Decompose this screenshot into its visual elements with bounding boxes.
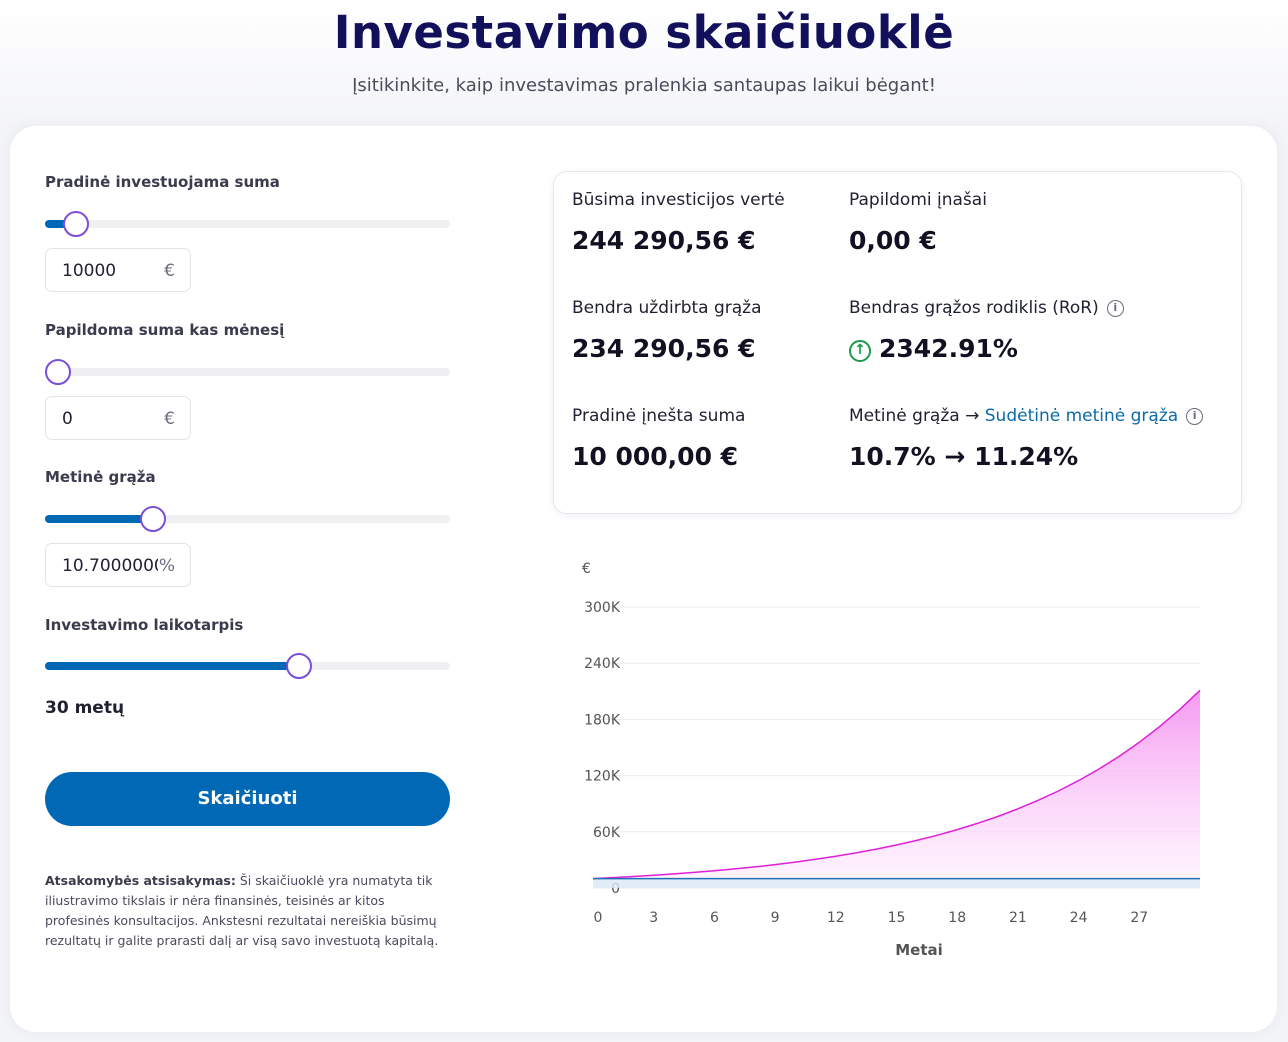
euro-unit: € [164, 409, 175, 429]
ror-value: 2342.91% [879, 334, 1018, 363]
monthly-amount-label: Papildoma suma kas mėnesį [45, 321, 285, 339]
period-slider[interactable] [45, 653, 450, 679]
annual-return-label: Metinė grąža [45, 468, 156, 486]
input-value: 10.700000000 [62, 556, 158, 576]
x-tick-label: 6 [710, 910, 719, 926]
page-subtitle: Įsitikinkite, kaip investavimas pralenki… [352, 75, 936, 96]
annual-return-input[interactable]: 10.700000000 % [45, 543, 191, 587]
future-value-label: Būsima investicijos vertė [572, 190, 785, 210]
disclaimer: Atsakomybės atsisakymas: Ši skaičiuoklė … [45, 871, 445, 951]
slider-fill [45, 515, 153, 523]
initial-deposit-value: 10 000,00 € [572, 442, 739, 471]
calculate-button[interactable]: Skaičiuoti [45, 772, 450, 826]
total-earned-value: 234 290,56 € [572, 334, 756, 363]
annual-label-row: Metinė grąža → Sudėtinė metinė grąža i [849, 406, 1204, 426]
x-tick-label: 12 [827, 910, 845, 926]
info-icon[interactable]: i [1106, 300, 1124, 317]
input-value: 10000 [62, 261, 117, 281]
y-tick-label: 240K [584, 656, 621, 672]
ror-label-row: Bendras grąžos rodiklis (RoR) i [849, 298, 1124, 318]
arrow-up-circle-icon: ↑ [849, 340, 871, 362]
results-panel: Būsima investicijos vertė 244 290,56 € P… [553, 171, 1242, 514]
x-tick-label: 0 [594, 910, 603, 926]
y-axis-unit: € [582, 561, 591, 577]
initial-amount-slider[interactable] [45, 211, 450, 237]
period-value: 30 metų [45, 698, 125, 718]
x-tick-label: 9 [771, 910, 780, 926]
slider-fill [45, 662, 299, 670]
total-earned-label: Bendra uždirbta grąža [572, 298, 762, 318]
initial-amount-input[interactable]: 10000 € [45, 248, 191, 292]
ror-value-row: ↑ 2342.91% [849, 334, 1018, 363]
annual-return-slider[interactable] [45, 506, 450, 532]
ror-label: Bendras grąžos rodiklis (RoR) [849, 298, 1099, 318]
y-tick-label: 180K [584, 712, 621, 728]
y-tick-label: 120K [584, 769, 621, 785]
x-tick-label: 21 [1009, 910, 1027, 926]
annual-label: Metinė grąža → [849, 406, 980, 426]
x-tick-label: 15 [888, 910, 906, 926]
slider-thumb[interactable] [286, 653, 312, 679]
x-axis-title: Metai [895, 941, 943, 959]
percent-unit: % [158, 556, 175, 576]
input-value: 0 [62, 409, 73, 429]
x-tick-label: 18 [948, 910, 966, 926]
compound-return-link[interactable]: Sudėtinė metinė grąža [984, 406, 1179, 426]
y-tick-label: 300K [584, 600, 621, 616]
future-value: 244 290,56 € [572, 226, 756, 255]
monthly-amount-slider[interactable] [45, 359, 450, 385]
growth-area [593, 690, 1200, 879]
growth-line [592, 689, 1201, 880]
y-tick-label: 0 [611, 881, 620, 897]
page-title: Investavimo skaičiuoklė [333, 6, 955, 59]
period-label: Investavimo laikotarpis [45, 616, 244, 634]
baseline-area [593, 878, 1200, 888]
slider-thumb[interactable] [63, 211, 89, 237]
x-tick-label: 27 [1130, 910, 1148, 926]
contributions-label: Papildomi įnašai [849, 190, 987, 210]
x-tick-label: 24 [1070, 910, 1088, 926]
x-tick-label: 3 [649, 910, 658, 926]
contributions-value: 0,00 € [849, 226, 937, 255]
y-tick-label: 60K [593, 825, 621, 841]
disclaimer-text: Ši skaičiuoklė yra numatyta tik iliustra… [45, 873, 439, 948]
slider-thumb[interactable] [140, 506, 166, 532]
info-icon[interactable]: i [1186, 408, 1204, 425]
disclaimer-title: Atsakomybės atsisakymas: [45, 873, 236, 888]
monthly-amount-input[interactable]: 0 € [45, 396, 191, 440]
initial-deposit-label: Pradinė įnešta suma [572, 406, 746, 426]
growth-chart: € Metai 0 60K 120K 180K 240K 300K 0 3 6 9 12 15 18 21… [560, 550, 1220, 970]
initial-amount-label: Pradinė investuojama suma [45, 173, 280, 191]
slider-thumb[interactable] [45, 359, 71, 385]
euro-unit: € [164, 261, 175, 281]
chart-svg: € Metai 0 60K 120K 180K 240K 300K 0 3 6 9 12 15 18 21… [582, 561, 1201, 959]
slider-fill [45, 220, 76, 228]
annual-value: 10.7% → 11.24% [849, 442, 1079, 471]
